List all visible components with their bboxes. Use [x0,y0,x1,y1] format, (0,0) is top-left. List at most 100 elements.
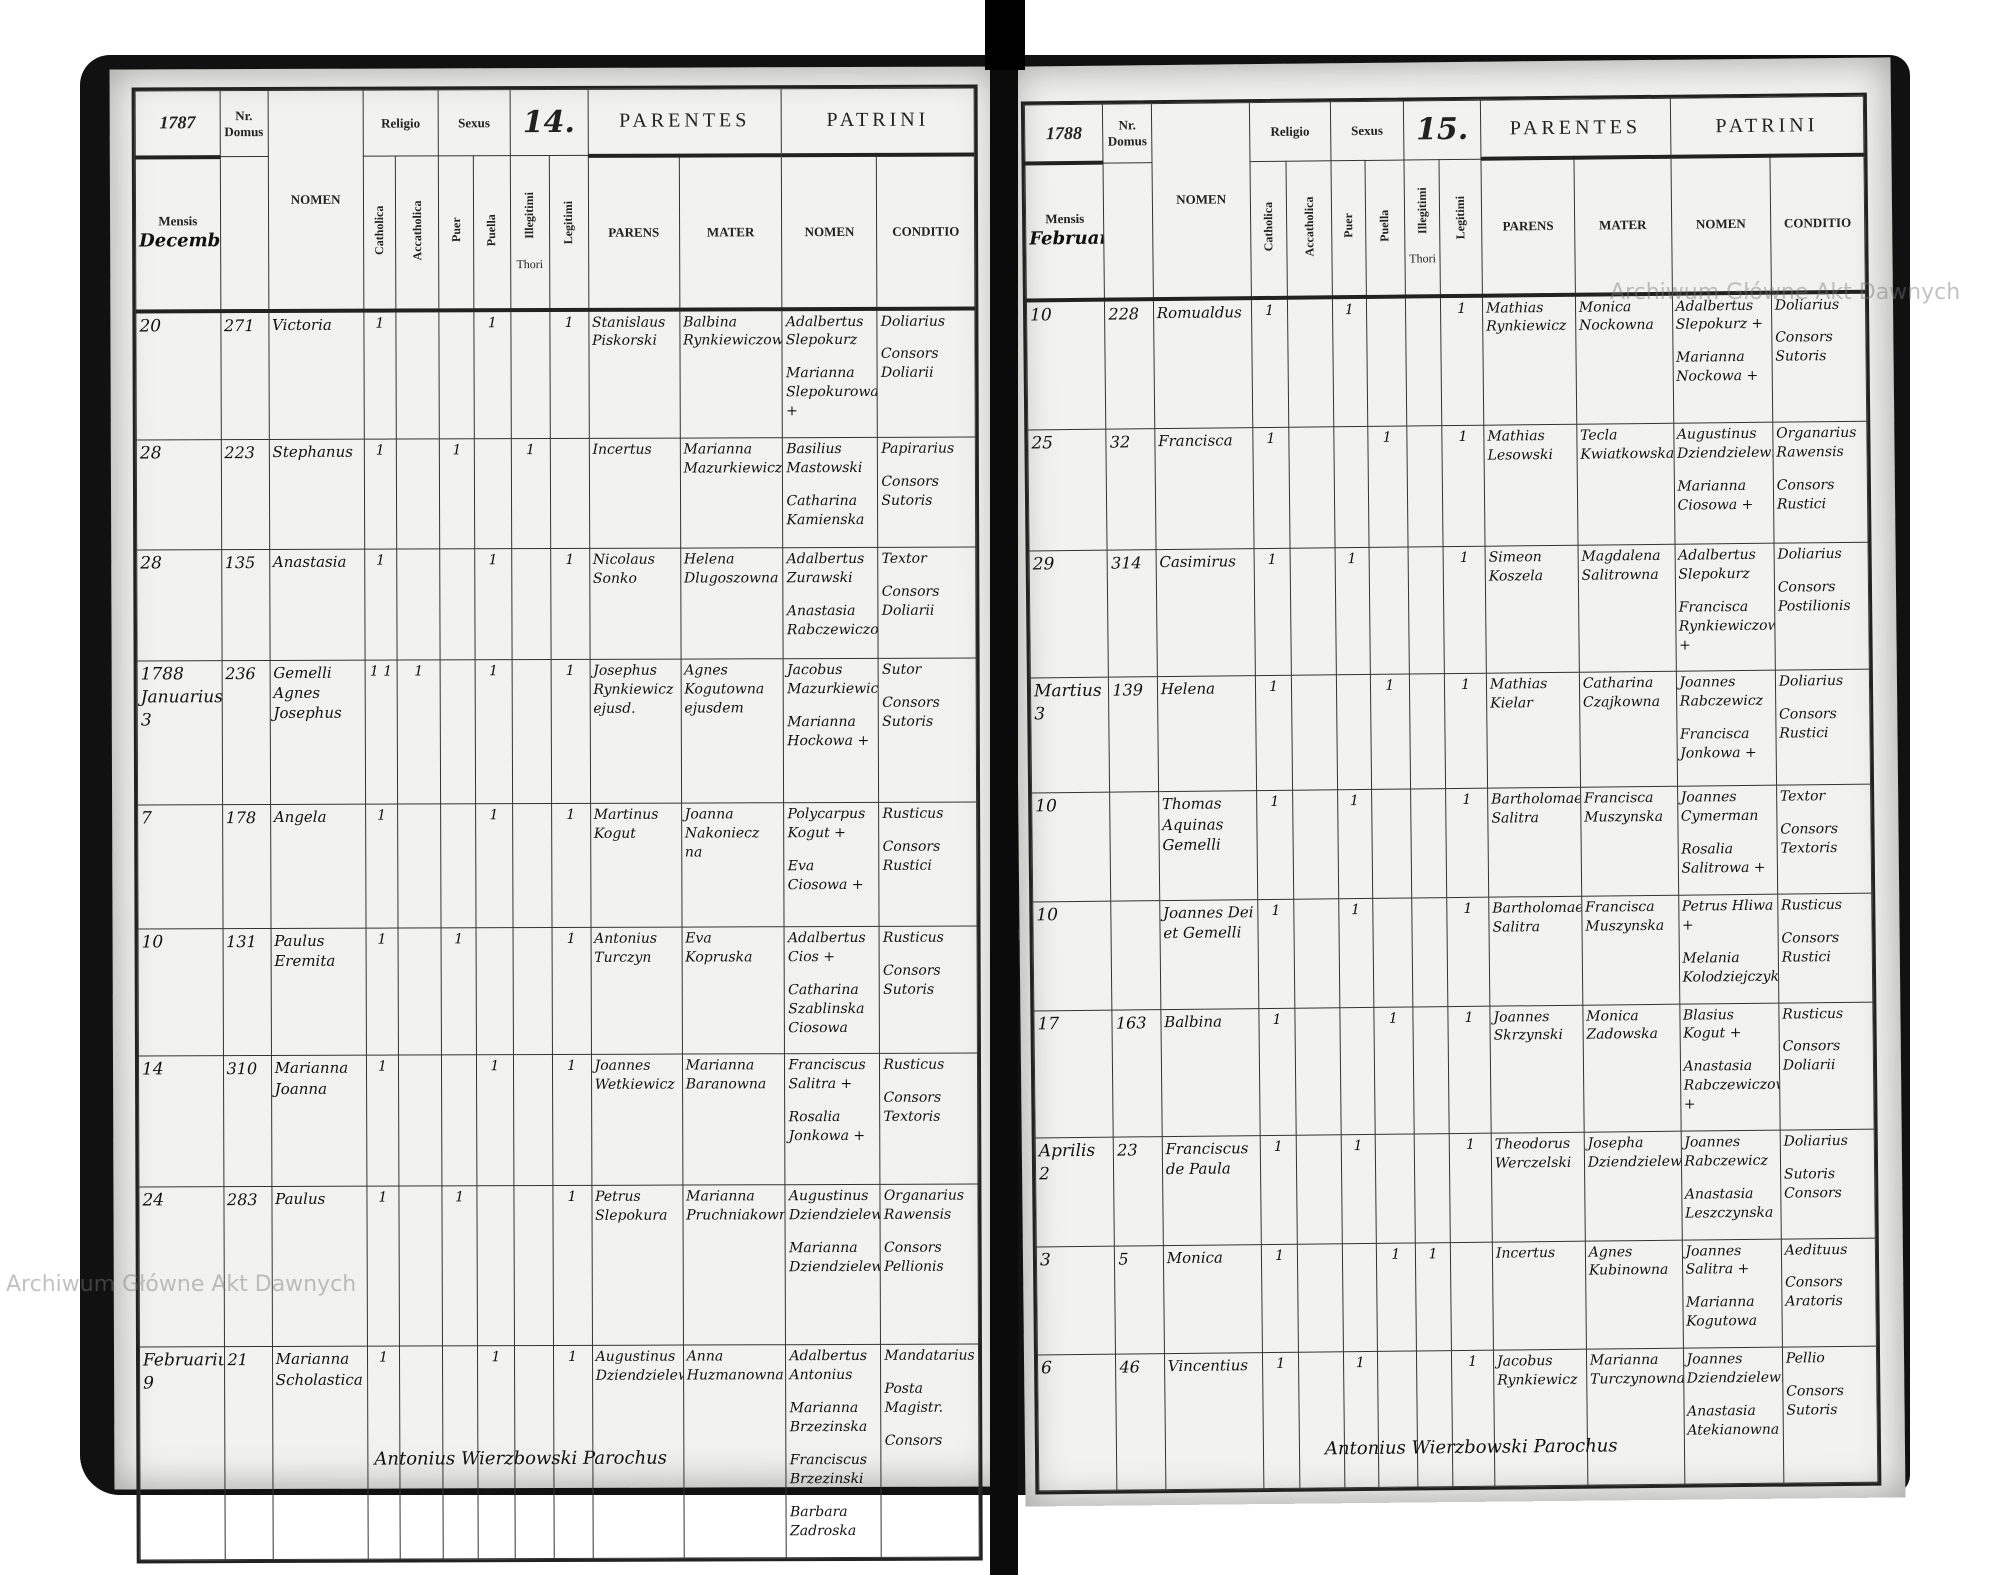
date-cell: Februarius 9 [139,1347,225,1560]
puer-mark [438,309,475,439]
father-cell: Petrus Slepokura [591,1185,684,1346]
godparent-condition: Pellio [1785,1350,1825,1367]
puer-mark: 1 [1334,547,1371,676]
godparent-name: Augustinus Dziendzielewicz [1676,425,1774,462]
puer-mark: 1 [441,1186,478,1347]
godparent-condition: Rusticus [883,1057,945,1074]
acath-mark [1289,426,1335,549]
leg-mark: 1 [1444,673,1488,790]
father-cell: Incertus [588,438,681,549]
date-cell: 14 [138,1056,224,1188]
puella-mark [477,1186,515,1347]
child-name-cell: Marianna Scholastica [272,1346,368,1560]
father-cell: Mathias Lesowski [1483,424,1578,547]
mother-cell: Tecla Kwiatkowska [1576,423,1675,546]
father-cell: Mathias Rynkiewicz [1482,294,1577,426]
godparent-name: Adalbertus Zurawski [786,550,865,587]
cath-mark: 1 [366,1055,400,1187]
condition-cell: Rusticus Consors Sutoris [879,925,978,1054]
godparent-name: Franciscus Salitra + [788,1057,866,1093]
child-name-cell: Casimirus [1155,548,1256,678]
page-number: 15. [1403,100,1481,160]
father-cell: Stanislaus Piskorski [588,309,680,439]
cath-mark: 1 [1259,1135,1298,1245]
illeg-mark [1405,295,1442,427]
illegitimi-header: Illegitimi Thori [1403,159,1441,297]
conditio-header: CONDITIO [1769,154,1866,293]
illeg-mark [511,659,552,804]
parens-header: PARENS [1480,157,1576,296]
puella-mark: 1 [475,803,513,928]
accatholica-label: Accatholica [1301,195,1317,257]
godparents-cell: Joannes Salitra + Marianna Kogutowa [1681,1238,1783,1349]
illeg-mark [1409,674,1446,790]
table-row: 10 228 Romualdus 1 1 1 Mathias Rynkiewicz Monic… [1026,291,1867,430]
child-name-cell: Joannes Dei et Gemelli [1159,899,1259,1010]
parentes-header: PARENTES [587,88,782,156]
acath-mark [396,548,441,661]
illeg-mark [1406,425,1444,548]
accatholica-header: Accatholica [1286,160,1333,298]
cath-mark: 1 [366,1186,400,1347]
godparents-cell: Adalbertus Cios + Catharina Szablinska Ci… [784,926,880,1055]
godparent-name: Adalbertus Antonius [789,1348,868,1384]
godparent-name: Marianna Slepokurowa + [785,365,878,420]
puer-mark: 1 [1338,898,1374,1008]
nr-domus-blank [219,156,269,311]
mother-cell: Francisca Muszynska [1580,786,1679,897]
father-cell: Josephus Rynkiewicz ejusd. [589,659,682,804]
baptism-register: 1788 Nr. Domus NOMEN Religio Sexus 15. PARENTE… [1024,96,1878,1492]
leg-mark: 1 [1441,425,1486,547]
godparent-name: Joannes Cymerman [1680,789,1759,826]
acath-mark [398,1055,442,1187]
house-number-cell: 139 [1108,677,1159,793]
date-cell: 17 [1033,1009,1114,1138]
cath-mark: 1 [365,928,399,1056]
condition-cell: Rusticus Consors Rustici [1777,893,1873,1003]
godparent-name: Augustinus Dziendzielewicz [788,1188,881,1224]
date-cell: Martius 3 [1030,677,1110,794]
godparent-name: Joannes Dziendzielewicz [1686,1351,1784,1387]
house-number-cell: 310 [223,1055,272,1188]
godparent-name: Rosalia Salitrowa + [1681,841,1766,877]
house-number-cell: 178 [222,804,271,929]
puella-mark [1368,547,1410,675]
date-cell: 6 [1037,1354,1118,1492]
book-spine [990,0,1018,1575]
date-cell: 1788 Januarius 3 [137,660,223,805]
godparent-condition: Mandatarius [884,1347,975,1365]
house-number-cell: 131 [222,928,272,1057]
godparent-condition: Doliarius [1777,545,1842,563]
cath-mark: 1 [1252,427,1291,549]
house-number-cell: 271 [220,310,269,440]
godparent-condition: Textor [881,550,927,567]
child-name-cell: Vincentius [1164,1352,1264,1490]
puella-mark: 1 [1376,1242,1417,1352]
table-row: Martius 3 139 Helena 1 1 1 Mathias Kielar Catha… [1030,669,1871,794]
date-cell: 10 [138,928,224,1057]
condition-cell: Doliarius Sutoris Consors [1779,1129,1876,1239]
cath-mark: 1 [364,549,398,661]
patrini-header: PATRINI [1669,96,1864,157]
puella-mark: 1 [1367,426,1408,548]
house-number-cell: 283 [223,1186,273,1348]
catholica-label: Catholica [371,205,387,256]
godparent-condition: Sutoris Consors [1783,1165,1842,1202]
puer-mark [1342,1242,1378,1352]
child-name-cell: Francisca [1154,427,1254,550]
godparent-name: Anastasia Rabczewiczowa [786,602,879,638]
mother-cell: Helena Dlugoszowna [680,547,784,660]
cath-mark: 1 [1251,297,1290,428]
puer-mark: 1 [441,927,477,1056]
acath-mark: 1 [397,659,441,805]
godparents-cell: Adalbertus Slepokurz Marianna Slepokurowa… [782,308,878,438]
godparent-name: Anastasia Atekianowna [1687,1402,1780,1439]
illeg-mark [512,803,552,928]
house-number-cell: 135 [221,549,270,661]
child-name-cell: Thomas Aquinas Gemelli [1158,791,1258,901]
child-name-cell: Franciscus de Paula [1161,1135,1262,1246]
legitimi-header: Legitimi [548,155,589,310]
table-row: 14 310 Marianna Joanna 1 1 1 Joannes Wetkiewic… [138,1053,978,1188]
table-row: Aprilis 2 23 Franciscus de Paula 1 1 1 Theodor… [1035,1129,1876,1247]
patrini-header: PATRINI [781,88,975,155]
